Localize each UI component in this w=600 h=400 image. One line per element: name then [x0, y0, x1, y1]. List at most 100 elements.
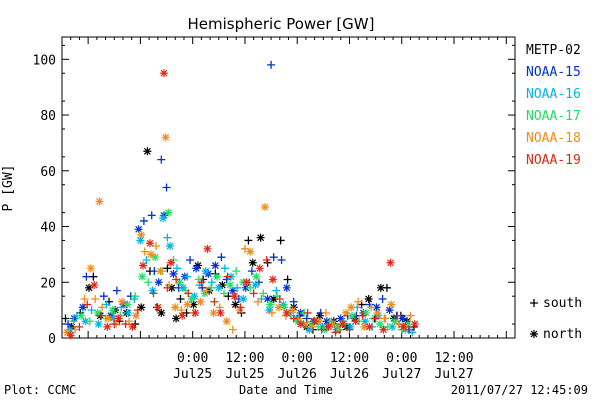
point-north [124, 308, 133, 317]
point-south [172, 264, 181, 273]
point-north [328, 320, 337, 329]
point-south [380, 314, 389, 323]
point-north [151, 253, 160, 262]
point-south [378, 294, 387, 303]
point-north [301, 320, 310, 329]
point-north [93, 308, 102, 317]
point-south [371, 314, 380, 323]
legend-satellites: METP-02 NOAA-15 NOAA-16 NOAA-17 NOAA-18 NOAA-… [526, 43, 581, 168]
point-north [78, 303, 87, 312]
point-south [215, 303, 224, 312]
point-south [267, 308, 276, 317]
point-south [232, 267, 241, 276]
point-north [86, 264, 95, 273]
point-south [64, 320, 73, 329]
point-north [95, 197, 104, 206]
point-south [186, 255, 195, 264]
x-tick-label-date: Jul25 [173, 367, 212, 382]
point-north [379, 325, 388, 334]
point-south [246, 283, 255, 292]
point-north [216, 308, 225, 317]
point-north [263, 294, 272, 303]
point-south [354, 297, 363, 306]
point-north [282, 283, 291, 292]
point-south [176, 294, 185, 303]
point-south [177, 306, 186, 315]
point-north [255, 264, 264, 273]
point-south [75, 322, 84, 331]
point-south [139, 216, 148, 225]
point-north [201, 267, 210, 276]
point-north [213, 272, 222, 281]
footer-plot-source: Plot: CCMC [4, 383, 76, 397]
point-south [83, 300, 92, 309]
point-south [233, 283, 242, 292]
legend-entry: NOAA-19 [526, 153, 581, 168]
point-north [305, 325, 314, 334]
y-tick-label: 60 [40, 165, 56, 180]
point-north [322, 317, 331, 326]
point-north [171, 303, 180, 312]
legend-entry: NOAA-16 [526, 87, 581, 102]
point-north [360, 322, 369, 331]
point-north [334, 322, 343, 331]
point-north [365, 322, 374, 331]
point-north [351, 317, 360, 326]
point-north [251, 281, 260, 290]
point-north [314, 317, 323, 326]
point-north [179, 283, 188, 292]
point-south [87, 306, 96, 315]
point-north [157, 308, 166, 317]
point-north [153, 303, 162, 312]
legend-hemispheres: south north [530, 296, 582, 342]
point-south [321, 308, 330, 317]
point-north [274, 303, 283, 312]
point-south [289, 314, 298, 323]
point-north [159, 214, 168, 223]
point-north [268, 275, 277, 284]
point-north [169, 269, 178, 278]
point-north [288, 306, 297, 315]
point-south [220, 264, 229, 273]
point-north [410, 320, 419, 329]
point-north [114, 314, 123, 323]
point-north [211, 261, 220, 270]
point-north [386, 258, 395, 267]
point-north [399, 322, 408, 331]
point-south [133, 306, 142, 315]
point-north [159, 69, 168, 78]
point-north [315, 311, 324, 320]
x-tick-label-time: 12:00 [330, 351, 369, 366]
point-north [280, 303, 289, 312]
point-south [149, 289, 158, 298]
point-north [189, 300, 198, 309]
y-axis-label: P [GW] [1, 165, 16, 212]
point-north [307, 320, 316, 329]
point-south [163, 233, 172, 242]
x-tick-label-date: Jul25 [225, 367, 264, 382]
point-south [254, 297, 263, 306]
point-south [405, 325, 414, 334]
x-tick-label-time: 0:00 [386, 351, 417, 366]
point-south [382, 283, 391, 292]
legend-entry: NOAA-18 [526, 131, 581, 146]
point-north [159, 211, 168, 220]
point-south [172, 275, 181, 284]
point-north [164, 208, 173, 217]
legend-entry: METP-02 [526, 43, 581, 58]
point-south [91, 294, 100, 303]
point-north [375, 320, 384, 329]
point-north [67, 322, 76, 331]
point-south [140, 247, 149, 256]
point-north [145, 239, 154, 248]
point-north [63, 328, 72, 337]
point-north [200, 289, 209, 298]
point-south [406, 311, 415, 320]
point-north [390, 317, 399, 326]
point-north [137, 303, 146, 312]
point-north [66, 331, 75, 340]
point-south [267, 60, 276, 69]
x-axis-label: Date and Time [239, 383, 333, 397]
point-north [231, 300, 240, 309]
